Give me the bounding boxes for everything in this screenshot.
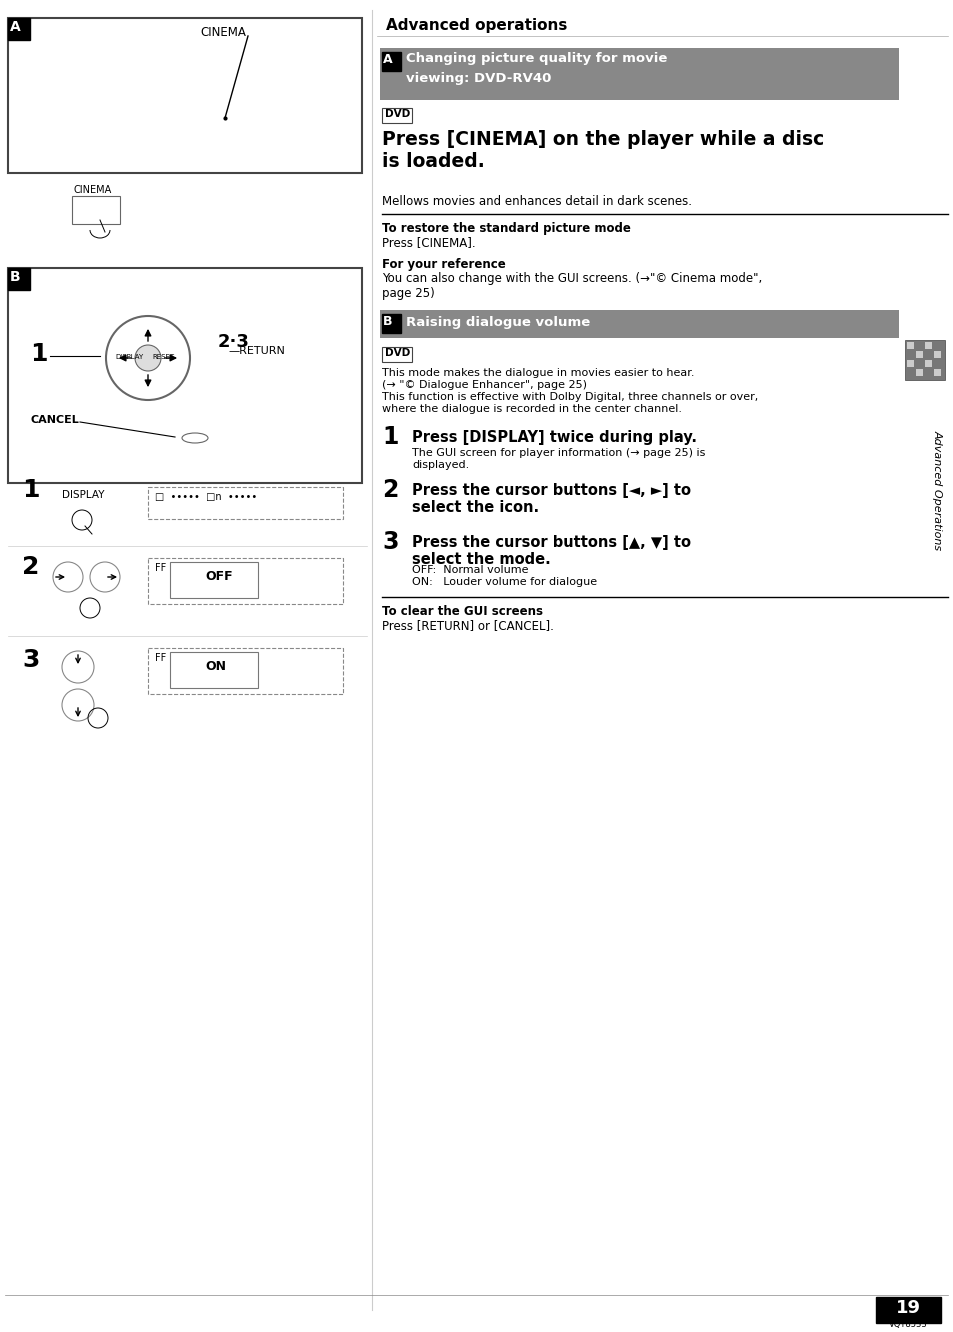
Bar <box>381 314 400 333</box>
Text: 2: 2 <box>381 478 398 502</box>
FancyArrowPatch shape <box>108 575 115 579</box>
Text: DISPLAY: DISPLAY <box>62 490 105 500</box>
Bar <box>148 488 343 519</box>
Text: 1: 1 <box>381 425 398 449</box>
Text: CINEMA: CINEMA <box>200 27 246 39</box>
Text: CINEMA: CINEMA <box>74 185 112 194</box>
Text: Press the cursor buttons [▲, ▼] to
select the mode.: Press the cursor buttons [▲, ▼] to selec… <box>412 535 690 567</box>
Text: 2: 2 <box>22 555 39 579</box>
Text: viewing: DVD-RV40: viewing: DVD-RV40 <box>406 72 551 85</box>
Bar <box>915 352 923 358</box>
Text: OFF: OFF <box>205 570 233 583</box>
Text: A: A <box>10 20 21 35</box>
Text: Press [CINEMA] on the player while a disc
is loaded.: Press [CINEMA] on the player while a dis… <box>381 131 823 170</box>
Text: To restore the standard picture mode: To restore the standard picture mode <box>381 222 630 234</box>
Text: CANCEL: CANCEL <box>30 416 79 425</box>
Text: ON:   Louder volume for dialogue: ON: Louder volume for dialogue <box>412 577 597 587</box>
Text: Press the cursor buttons [◄, ►] to
select the icon.: Press the cursor buttons [◄, ►] to selec… <box>412 484 690 515</box>
Text: Press [DISPLAY] twice during play.: Press [DISPLAY] twice during play. <box>412 430 697 445</box>
FancyArrowPatch shape <box>75 655 80 662</box>
Bar <box>71 196 120 224</box>
Text: 19: 19 <box>895 1299 920 1317</box>
Text: DVD: DVD <box>385 109 410 119</box>
Bar <box>904 340 944 380</box>
Text: 3: 3 <box>381 530 398 554</box>
Bar <box>906 342 913 349</box>
Text: B: B <box>10 270 21 284</box>
Text: You can also change with the GUI screens. (→"© Cinema mode",
page 25): You can also change with the GUI screens… <box>381 272 761 300</box>
Text: VQT8533: VQT8533 <box>887 1320 926 1329</box>
Bar <box>170 651 257 689</box>
Bar <box>148 558 343 603</box>
Bar <box>379 48 898 100</box>
Bar <box>933 352 940 358</box>
Text: The GUI screen for player information (→ page 25) is
displayed.: The GUI screen for player information (→… <box>412 448 704 470</box>
Bar <box>8 268 361 484</box>
FancyArrowPatch shape <box>55 575 64 579</box>
Text: (→ "© Dialogue Enhancer", page 25): (→ "© Dialogue Enhancer", page 25) <box>381 380 586 390</box>
Text: A: A <box>382 53 393 67</box>
Bar <box>381 108 412 123</box>
Text: Advanced Operations: Advanced Operations <box>932 430 942 550</box>
Text: Mellows movies and enhances detail in dark scenes.: Mellows movies and enhances detail in da… <box>381 194 691 208</box>
Bar <box>933 369 940 376</box>
Bar <box>924 342 931 349</box>
Text: Press [CINEMA].: Press [CINEMA]. <box>381 236 476 249</box>
Bar <box>381 348 412 362</box>
FancyArrowPatch shape <box>75 707 80 715</box>
Bar <box>875 1297 940 1323</box>
Text: 2·3: 2·3 <box>218 333 250 352</box>
Text: To clear the GUI screens: To clear the GUI screens <box>381 605 542 618</box>
Text: 1: 1 <box>22 478 39 502</box>
Circle shape <box>135 345 161 372</box>
Text: DVD: DVD <box>385 348 410 358</box>
Bar <box>8 19 30 40</box>
Text: DISPLAY: DISPLAY <box>115 354 143 360</box>
Bar <box>924 360 931 368</box>
Text: FF: FF <box>154 563 166 573</box>
Bar <box>379 310 898 338</box>
Text: Press [RETURN] or [CANCEL].: Press [RETURN] or [CANCEL]. <box>381 619 554 631</box>
Text: This mode makes the dialogue in movies easier to hear.: This mode makes the dialogue in movies e… <box>381 368 694 378</box>
Bar <box>915 369 923 376</box>
Bar <box>8 19 361 173</box>
Text: For your reference: For your reference <box>381 258 505 270</box>
Text: FF: FF <box>154 653 166 663</box>
Text: ON: ON <box>205 659 226 673</box>
Text: 1: 1 <box>30 342 48 366</box>
Bar <box>906 360 913 368</box>
Text: Raising dialogue volume: Raising dialogue volume <box>406 316 590 329</box>
Bar <box>8 268 30 290</box>
Text: Changing picture quality for movie: Changing picture quality for movie <box>406 52 667 65</box>
Bar <box>148 647 343 694</box>
Text: This function is effective with Dolby Digital, three channels or over,
where the: This function is effective with Dolby Di… <box>381 392 758 414</box>
Text: 3: 3 <box>22 647 39 673</box>
Bar <box>381 52 400 71</box>
Text: Advanced operations: Advanced operations <box>386 19 567 33</box>
Text: B: B <box>382 314 392 328</box>
Text: □  •••••  □n  •••••: □ ••••• □n ••••• <box>154 492 257 502</box>
Text: —RETURN: —RETURN <box>228 346 285 356</box>
Bar <box>170 562 257 598</box>
Text: OFF:  Normal volume: OFF: Normal volume <box>412 565 528 575</box>
Text: RESET: RESET <box>152 354 174 360</box>
